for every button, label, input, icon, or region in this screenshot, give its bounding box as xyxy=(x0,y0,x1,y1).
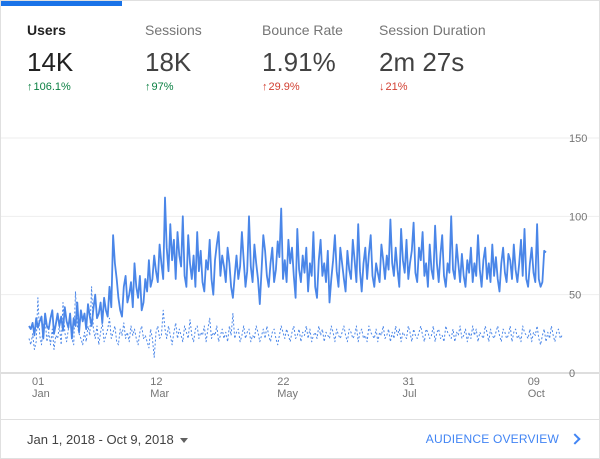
metric-tab-bounce-rate[interactable]: Bounce Rate 1.91% ↑29.9% xyxy=(262,21,378,94)
x-tick-month: Oct xyxy=(528,388,545,400)
metric-tabs: Users 14K ↑106.1% Sessions 18K ↑97% Boun… xyxy=(1,1,599,101)
metric-change: ↑29.9% xyxy=(262,80,378,94)
metric-change: ↓21% xyxy=(379,80,539,94)
x-tick-month: Mar xyxy=(150,388,169,400)
x-tick-month: Jul xyxy=(402,388,416,400)
metric-value: 14K xyxy=(27,47,74,77)
metric-value: 2m 27s xyxy=(379,47,465,77)
metric-change-value: 21% xyxy=(385,81,408,93)
card-footer: Jan 1, 2018 - Oct 9, 2018 AUDIENCE OVERV… xyxy=(1,419,599,459)
arrow-up-icon: ↑ xyxy=(27,81,33,93)
x-tick-day: 01 xyxy=(32,376,44,388)
x-tick-month: May xyxy=(277,388,298,400)
x-tick-day: 09 xyxy=(528,376,540,388)
y-tick-label: 50 xyxy=(569,290,581,302)
metric-change: ↑106.1% xyxy=(27,80,143,94)
metric-tab-sessions[interactable]: Sessions 18K ↑97% xyxy=(145,21,261,94)
metric-label: Users xyxy=(27,22,66,38)
series-line-current xyxy=(28,196,547,340)
metric-label: Sessions xyxy=(145,22,202,38)
y-tick-label: 0 xyxy=(569,368,575,380)
series-line-previous xyxy=(28,286,563,358)
metric-change-value: 29.9% xyxy=(268,81,300,93)
metric-value: 18K xyxy=(145,47,192,77)
x-tick-month: Jan xyxy=(32,388,50,400)
date-range-selector[interactable]: Jan 1, 2018 - Oct 9, 2018 xyxy=(27,432,188,447)
arrow-up-icon: ↑ xyxy=(262,81,268,93)
caret-down-icon xyxy=(179,438,188,444)
arrow-down-icon: ↓ xyxy=(379,81,385,93)
x-tick-day: 22 xyxy=(277,376,289,388)
y-tick-label: 100 xyxy=(569,211,587,223)
users-line-chart: 0 50 100 150 01 Jan 12 Mar 22 May 31 Jul 09 Oct xyxy=(1,126,599,411)
audience-overview-label: AUDIENCE OVERVIEW xyxy=(425,432,559,446)
metric-label: Bounce Rate xyxy=(262,22,343,38)
x-tick-day: 31 xyxy=(402,376,414,388)
y-tick-label: 150 xyxy=(569,133,587,145)
metric-change-value: 97% xyxy=(151,81,174,93)
audience-overview-link[interactable]: AUDIENCE OVERVIEW xyxy=(425,432,581,446)
metric-label: Session Duration xyxy=(379,22,486,38)
metric-value: 1.91% xyxy=(262,47,336,77)
metric-change-value: 106.1% xyxy=(33,81,71,93)
metric-tab-users[interactable]: Users 14K ↑106.1% xyxy=(27,21,143,94)
date-range-label: Jan 1, 2018 - Oct 9, 2018 xyxy=(27,432,174,447)
metric-change: ↑97% xyxy=(145,80,261,94)
x-tick-day: 12 xyxy=(150,376,162,388)
arrow-up-icon: ↑ xyxy=(145,81,151,93)
chevron-right-icon xyxy=(569,433,581,445)
active-tab-indicator xyxy=(1,1,122,6)
metric-tab-session-duration[interactable]: Session Duration 2m 27s ↓21% xyxy=(379,21,539,94)
